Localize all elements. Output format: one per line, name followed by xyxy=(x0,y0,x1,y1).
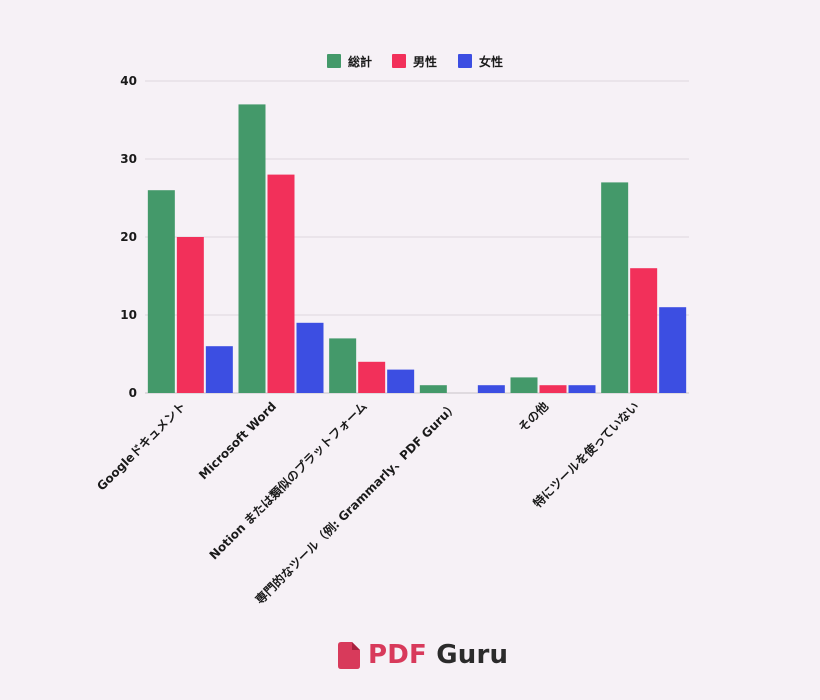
pdf-guru-logo: PDF Guru xyxy=(338,640,508,670)
bar xyxy=(510,377,538,393)
legend-label: 総計 xyxy=(348,54,372,69)
bar xyxy=(205,346,233,393)
y-tick-label: 0 xyxy=(129,386,137,400)
bar xyxy=(630,268,658,393)
bar xyxy=(147,190,175,393)
y-axis-ticks: 0 10 20 30 40 xyxy=(120,74,137,400)
grid-lines xyxy=(145,80,689,394)
x-tick-label: Googleドキュメント xyxy=(94,399,188,493)
y-tick-label: 20 xyxy=(120,230,137,244)
brand-name: PDF Guru xyxy=(368,640,509,670)
legend-swatch xyxy=(392,54,406,68)
y-tick-label: 30 xyxy=(120,152,137,166)
bar xyxy=(238,104,266,394)
bars xyxy=(147,104,687,394)
bar xyxy=(659,307,687,393)
bar xyxy=(176,237,204,393)
x-tick-label: 特にツールを使っていない xyxy=(530,399,642,511)
bar xyxy=(387,369,415,393)
y-tick-label: 10 xyxy=(120,308,137,322)
y-tick-label: 40 xyxy=(120,74,137,88)
bar xyxy=(601,182,629,393)
pdf-document-icon xyxy=(338,641,360,669)
bar xyxy=(267,174,295,393)
legend-label: 女性 xyxy=(479,54,503,69)
bar xyxy=(329,338,357,393)
bar xyxy=(419,385,447,393)
legend-label: 男性 xyxy=(413,54,437,69)
bar xyxy=(477,385,505,393)
bar xyxy=(539,385,567,393)
x-tick-label: Microsoft Word xyxy=(196,399,279,482)
bar xyxy=(358,361,386,393)
bar xyxy=(568,385,596,393)
bar xyxy=(296,322,324,393)
legend-swatch xyxy=(327,54,341,68)
x-tick-label: その他 xyxy=(515,399,551,435)
legend: 総計 男性 女性 xyxy=(327,54,503,69)
x-tick-label: 専門的なツール（例: Grammarly、PDF Guru） xyxy=(252,399,460,607)
x-tick-label: Notion または類似のプラットフォーム xyxy=(206,399,370,563)
legend-swatch xyxy=(458,54,472,68)
